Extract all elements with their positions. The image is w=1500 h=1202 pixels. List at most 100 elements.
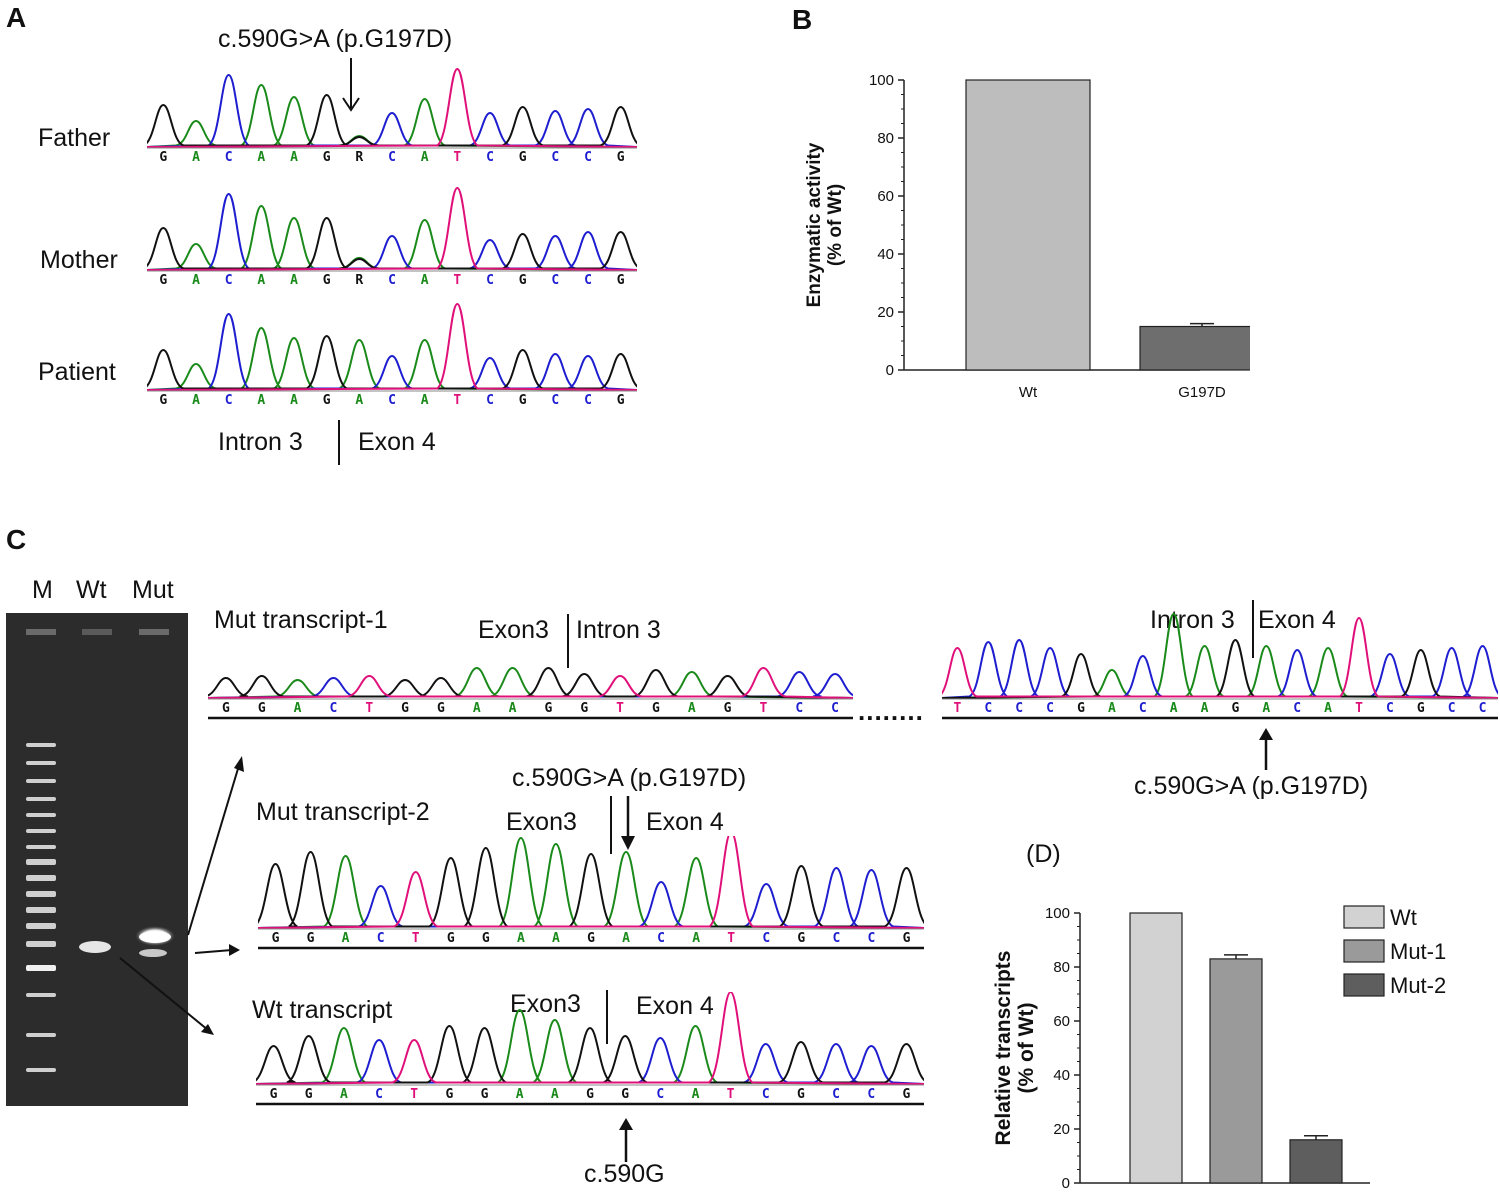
y-axis-label-unit: (% of Wt) xyxy=(825,184,846,266)
mut1-intron3-label: Intron 3 xyxy=(576,616,661,644)
y-tick-label: 40 xyxy=(877,246,894,263)
mut2-exon4-label: Exon 4 xyxy=(646,808,724,836)
trace-G xyxy=(256,1024,924,1084)
base-call: G xyxy=(323,393,331,408)
base-call: G xyxy=(437,701,445,716)
ladder-band xyxy=(26,761,56,765)
trace-A xyxy=(258,836,924,929)
base-call: G xyxy=(445,1087,453,1102)
base-call: A xyxy=(257,393,265,408)
base-call: G xyxy=(401,701,409,716)
patient-label: Patient xyxy=(38,358,116,386)
bar-Wt xyxy=(1129,912,1183,1184)
panel-a-mutation-label: c.590G>A (p.G197D) xyxy=(218,25,453,53)
trace-G xyxy=(942,638,1498,699)
legend-swatch-Wt xyxy=(1343,905,1385,929)
base-call: C xyxy=(867,931,875,946)
trace-T xyxy=(147,67,637,148)
base-call: C xyxy=(329,701,337,716)
y-tick-label: 100 xyxy=(869,72,894,89)
base-call: R xyxy=(355,273,363,288)
base-call: G xyxy=(797,1087,805,1102)
mut1-right-exon4-label: Exon 4 xyxy=(1258,606,1336,634)
wt-site-arrow xyxy=(619,1118,633,1162)
y-axis-label: Enzymatic activity xyxy=(804,142,825,307)
base-call: G xyxy=(544,701,552,716)
ladder-band xyxy=(26,829,56,833)
base-call: A xyxy=(192,273,200,288)
base-call: A xyxy=(257,150,265,165)
mut1-right-intron3-label: Intron 3 xyxy=(1150,606,1235,634)
gel-lane-wt: Wt xyxy=(76,576,107,604)
relative-transcripts-chart: 0 20 40 60 80 100 Relative transcripts (% of Wt… xyxy=(992,905,1446,1192)
base-call: C xyxy=(1015,701,1023,716)
x-tick-label: Wt xyxy=(1019,384,1038,401)
base-call: A xyxy=(355,393,363,408)
y-tick-label: 20 xyxy=(1053,1121,1070,1138)
base-call: C xyxy=(584,150,592,165)
mut1-mutation-label: c.590G>A (p.G197D) xyxy=(1134,772,1369,800)
bar-G197D xyxy=(1139,325,1250,371)
base-call: C xyxy=(388,273,396,288)
base-call: G xyxy=(617,273,625,288)
intron-exon-boundary xyxy=(338,420,340,465)
base-call: A xyxy=(551,1087,559,1102)
base-call: G xyxy=(1077,701,1085,716)
legend-label-Mut-1: Mut-1 xyxy=(1390,939,1446,964)
trace-A xyxy=(147,83,637,148)
trace-T xyxy=(147,186,637,271)
panel-b-letter: B xyxy=(792,4,813,35)
legend-swatch-Mut-1 xyxy=(1343,939,1385,963)
base-call: A xyxy=(257,273,265,288)
base-call: G xyxy=(621,1087,629,1102)
base-call: C xyxy=(551,273,559,288)
base-call: A xyxy=(1201,701,1209,716)
legend-label-Mut-2: Mut-2 xyxy=(1390,973,1446,998)
base-call: G xyxy=(159,150,167,165)
base-call: C xyxy=(1386,701,1394,716)
mother-label: Mother xyxy=(40,246,118,274)
base-call: A xyxy=(290,150,298,165)
base-call: A xyxy=(421,273,429,288)
base-call: T xyxy=(1355,701,1363,716)
base-call: C xyxy=(656,1087,664,1102)
y-tick-label: 60 xyxy=(1053,1013,1070,1030)
base-call: T xyxy=(453,150,461,165)
base-call: G xyxy=(580,701,588,716)
ladder-band xyxy=(26,907,56,913)
base-call: C xyxy=(1139,701,1147,716)
panel-d-letter: (D) xyxy=(1026,840,1061,868)
wt-site-label: c.590G xyxy=(584,1160,665,1188)
mut1-exon3-label: Exon3 xyxy=(478,616,549,644)
base-call: G xyxy=(159,393,167,408)
base-call: G xyxy=(323,150,331,165)
ladder-band xyxy=(26,845,56,849)
base-call: A xyxy=(340,1087,348,1102)
base-call: A xyxy=(692,931,700,946)
y-tick-label: 100 xyxy=(1045,905,1070,922)
base-call: A xyxy=(517,931,525,946)
base-call: C xyxy=(1046,701,1054,716)
base-call: R xyxy=(355,150,363,165)
mut2-boundary xyxy=(610,796,612,854)
base-call: G xyxy=(902,1087,910,1102)
panel-c-letter: C xyxy=(6,524,27,555)
ladder-band xyxy=(26,1033,56,1037)
base-call: G xyxy=(307,931,315,946)
father-label: Father xyxy=(38,124,111,152)
base-call: C xyxy=(1293,701,1301,716)
base-call: C xyxy=(584,393,592,408)
wt-exon4-label: Exon 4 xyxy=(636,992,714,1020)
base-call: A xyxy=(622,931,630,946)
base-call: A xyxy=(342,931,350,946)
base-call: T xyxy=(727,1087,735,1102)
base-call: C xyxy=(762,931,770,946)
base-call: A xyxy=(192,150,200,165)
trace-T xyxy=(208,666,853,699)
